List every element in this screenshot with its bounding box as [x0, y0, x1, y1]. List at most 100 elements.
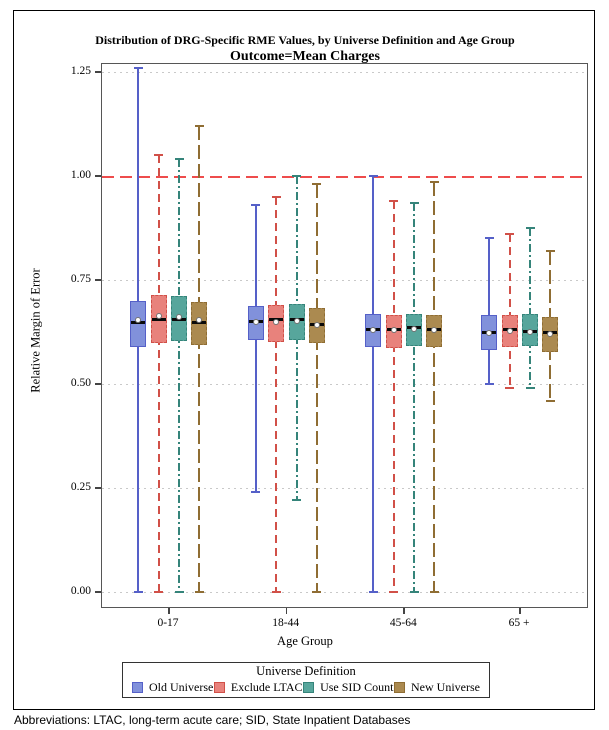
mean-marker-old-universe [486, 329, 492, 336]
reference-line-1 [102, 175, 587, 178]
legend-label-exclude-ltac: Exclude LTAC [230, 680, 303, 694]
whisker-use-sid-count [529, 228, 531, 389]
x-axis-tick [168, 608, 170, 614]
whisker-cap-top-exclude-ltac [271, 195, 281, 198]
whisker-use-sid-count [178, 159, 180, 592]
mean-marker-use-sid-count [527, 328, 533, 335]
whisker-cap-bottom-new-universe [545, 399, 555, 402]
y-tick-label: 0.75 [70, 273, 91, 285]
whisker-cap-top-exclude-ltac [389, 199, 399, 202]
legend-label-new-universe: New Universe [411, 680, 480, 694]
whisker-cap-top-new-universe [194, 125, 204, 128]
gridline-1.25 [102, 72, 587, 73]
whisker-cap-bottom-new-universe [194, 591, 204, 593]
legend-swatch-old-universe [132, 682, 143, 693]
chart-subtitle: Outcome=Mean Charges [230, 49, 380, 64]
legend-item-new-universe: New Universe [394, 680, 480, 695]
mean-marker-exclude-ltac [155, 313, 162, 320]
whisker-cap-top-use-sid-count [174, 158, 184, 161]
whisker-cap-bottom-old-universe [368, 591, 378, 593]
y-axis-tick [95, 279, 101, 281]
mean-marker-new-universe [196, 316, 202, 323]
y-tick-label: 0.50 [70, 377, 91, 389]
gridline-0.00 [102, 592, 587, 593]
legend-swatch-exclude-ltac [213, 682, 225, 693]
mean-marker-exclude-ltac [390, 326, 397, 333]
legend-item-exclude-ltac: Exclude LTAC [213, 680, 303, 695]
whisker-cap-bottom-old-universe [133, 591, 143, 593]
legend-swatch-use-sid-count [303, 682, 315, 693]
mean-marker-use-sid-count [293, 318, 300, 325]
whisker-cap-bottom-new-universe [312, 591, 322, 593]
whisker-old-universe [254, 205, 257, 493]
mean-marker-exclude-ltac [273, 319, 280, 326]
y-axis-tick [95, 383, 101, 385]
legend-swatch-new-universe [394, 682, 405, 693]
whisker-cap-bottom-use-sid-count [174, 591, 184, 593]
x-axis-label: Age Group [277, 634, 333, 648]
mean-marker-old-universe [252, 319, 259, 326]
whisker-exclude-ltac [508, 234, 511, 389]
whisker-exclude-ltac [392, 200, 395, 592]
legend: Universe Definition Old Universe Exclude … [122, 662, 490, 698]
whisker-cap-bottom-exclude-ltac [271, 591, 281, 593]
whisker-cap-top-use-sid-count [292, 175, 302, 177]
whisker-cap-top-old-universe [133, 66, 143, 69]
whisker-cap-bottom-use-sid-count [409, 591, 419, 593]
whisker-cap-top-old-universe [368, 175, 378, 177]
y-axis-tick [95, 175, 101, 177]
mean-marker-old-universe [135, 316, 141, 323]
y-tick-label: 0.00 [70, 585, 91, 597]
mean-marker-new-universe [431, 327, 438, 334]
x-axis-tick [403, 608, 405, 614]
whisker-use-sid-count [413, 203, 416, 592]
y-tick-label: 1.00 [70, 169, 91, 181]
gridline-0.75 [102, 280, 587, 281]
y-axis-tick [95, 487, 101, 489]
whisker-old-universe [372, 176, 375, 592]
mean-marker-new-universe [547, 331, 553, 338]
y-tick-label: 1.25 [70, 65, 91, 77]
legend-item-use-sid-count: Use SID Count [303, 680, 393, 695]
chart-title: Distribution of DRG-Specific RME Values,… [95, 33, 515, 47]
x-tick-label-18-44: 18-44 [272, 617, 300, 629]
figure-border: Distribution of DRG-Specific RME Values,… [13, 10, 595, 710]
whisker-old-universe [488, 238, 490, 384]
whisker-cap-bottom-old-universe [251, 491, 261, 494]
whisker-cap-bottom-exclude-ltac [154, 591, 163, 593]
whisker-cap-top-new-universe [429, 181, 439, 184]
whisker-cap-top-exclude-ltac [154, 154, 163, 157]
mean-marker-new-universe [313, 322, 320, 329]
mean-marker-old-universe [370, 326, 377, 333]
mean-marker-use-sid-count [176, 313, 182, 320]
gridline-0.25 [102, 488, 587, 489]
legend-label-old-universe: Old Universe [149, 680, 214, 694]
y-axis-tick [95, 71, 101, 73]
y-axis-label: Relative Margin of Error [28, 268, 43, 393]
x-axis-tick [285, 608, 288, 614]
plot-area [101, 63, 588, 608]
whisker-cap-top-use-sid-count [409, 202, 419, 205]
whisker-new-universe [198, 126, 200, 592]
whisker-new-universe [433, 182, 436, 592]
whisker-cap-bottom-old-universe [484, 383, 494, 385]
whisker-cap-top-exclude-ltac [505, 233, 514, 236]
footnote-abbreviations: Abbreviations: LTAC, long-term acute car… [14, 713, 411, 727]
whisker-cap-bottom-exclude-ltac [505, 387, 514, 390]
whisker-cap-bottom-use-sid-count [525, 387, 535, 390]
x-tick-label-0-17: 0-17 [157, 617, 179, 629]
legend-item-old-universe: Old Universe [132, 680, 213, 695]
legend-title: Universe Definition [256, 664, 356, 678]
whisker-cap-top-new-universe [312, 183, 322, 186]
x-tick-label-65: 65 + [508, 617, 530, 629]
whisker-cap-bottom-exclude-ltac [389, 591, 399, 593]
median-line-old-universe [131, 321, 145, 325]
mean-marker-use-sid-count [411, 325, 418, 332]
x-axis-tick [519, 608, 521, 614]
mean-marker-exclude-ltac [506, 327, 513, 334]
gridline-0.50 [102, 384, 587, 385]
median-line-exclude-ltac [151, 317, 166, 321]
y-axis-tick [95, 591, 101, 593]
whisker-cap-bottom-new-universe [429, 591, 439, 593]
